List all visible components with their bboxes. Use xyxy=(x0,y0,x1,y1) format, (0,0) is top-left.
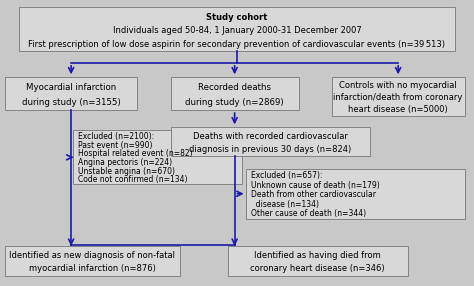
Text: myocardial infarction (n=876): myocardial infarction (n=876) xyxy=(29,264,156,273)
Text: diagnosis in previous 30 days (n=824): diagnosis in previous 30 days (n=824) xyxy=(189,144,351,154)
Text: Angina pectoris (n=224): Angina pectoris (n=224) xyxy=(78,158,173,167)
Text: Individuals aged 50-84, 1 January 2000-31 December 2007: Individuals aged 50-84, 1 January 2000-3… xyxy=(113,26,361,35)
Text: Recorded deaths: Recorded deaths xyxy=(198,84,271,92)
Text: Identified as new diagnosis of non-fatal: Identified as new diagnosis of non-fatal xyxy=(9,251,175,260)
Text: Death from other cardiovascular: Death from other cardiovascular xyxy=(251,190,376,199)
Text: Hospital related event (n=82): Hospital related event (n=82) xyxy=(78,149,193,158)
FancyBboxPatch shape xyxy=(332,77,465,116)
FancyBboxPatch shape xyxy=(171,77,299,110)
Text: Past event (n=990): Past event (n=990) xyxy=(78,141,153,150)
Text: Excluded (n=2100):: Excluded (n=2100): xyxy=(78,132,155,141)
FancyBboxPatch shape xyxy=(19,7,455,51)
Text: First prescription of low dose aspirin for secondary prevention of cardiovascula: First prescription of low dose aspirin f… xyxy=(28,39,446,49)
Text: Identified as having died from: Identified as having died from xyxy=(254,251,381,260)
Text: Myocardial infarction: Myocardial infarction xyxy=(26,84,116,92)
FancyBboxPatch shape xyxy=(228,246,408,276)
Text: Controls with no myocardial: Controls with no myocardial xyxy=(339,82,457,90)
Text: during study (n=3155): during study (n=3155) xyxy=(22,98,120,107)
Text: disease (n=134): disease (n=134) xyxy=(251,200,319,209)
Text: Code not confirmed (n=134): Code not confirmed (n=134) xyxy=(78,175,188,184)
Text: Unstable angina (n=670): Unstable angina (n=670) xyxy=(78,167,175,176)
FancyBboxPatch shape xyxy=(5,246,180,276)
FancyBboxPatch shape xyxy=(5,77,137,110)
Text: during study (n=2869): during study (n=2869) xyxy=(185,98,284,107)
Text: coronary heart disease (n=346): coronary heart disease (n=346) xyxy=(250,264,385,273)
Text: Unknown cause of death (n=179): Unknown cause of death (n=179) xyxy=(251,181,380,190)
FancyBboxPatch shape xyxy=(73,130,242,184)
Text: Study cohort: Study cohort xyxy=(206,13,268,22)
FancyBboxPatch shape xyxy=(171,127,370,156)
FancyBboxPatch shape xyxy=(246,169,465,219)
Text: Other cause of death (n=344): Other cause of death (n=344) xyxy=(251,209,366,218)
Text: Excluded (n=657):: Excluded (n=657): xyxy=(251,171,323,180)
Text: heart disease (n=5000): heart disease (n=5000) xyxy=(348,105,448,114)
Text: Deaths with recorded cardiovascular: Deaths with recorded cardiovascular xyxy=(193,132,347,141)
Text: infarction/death from coronary: infarction/death from coronary xyxy=(334,93,463,102)
